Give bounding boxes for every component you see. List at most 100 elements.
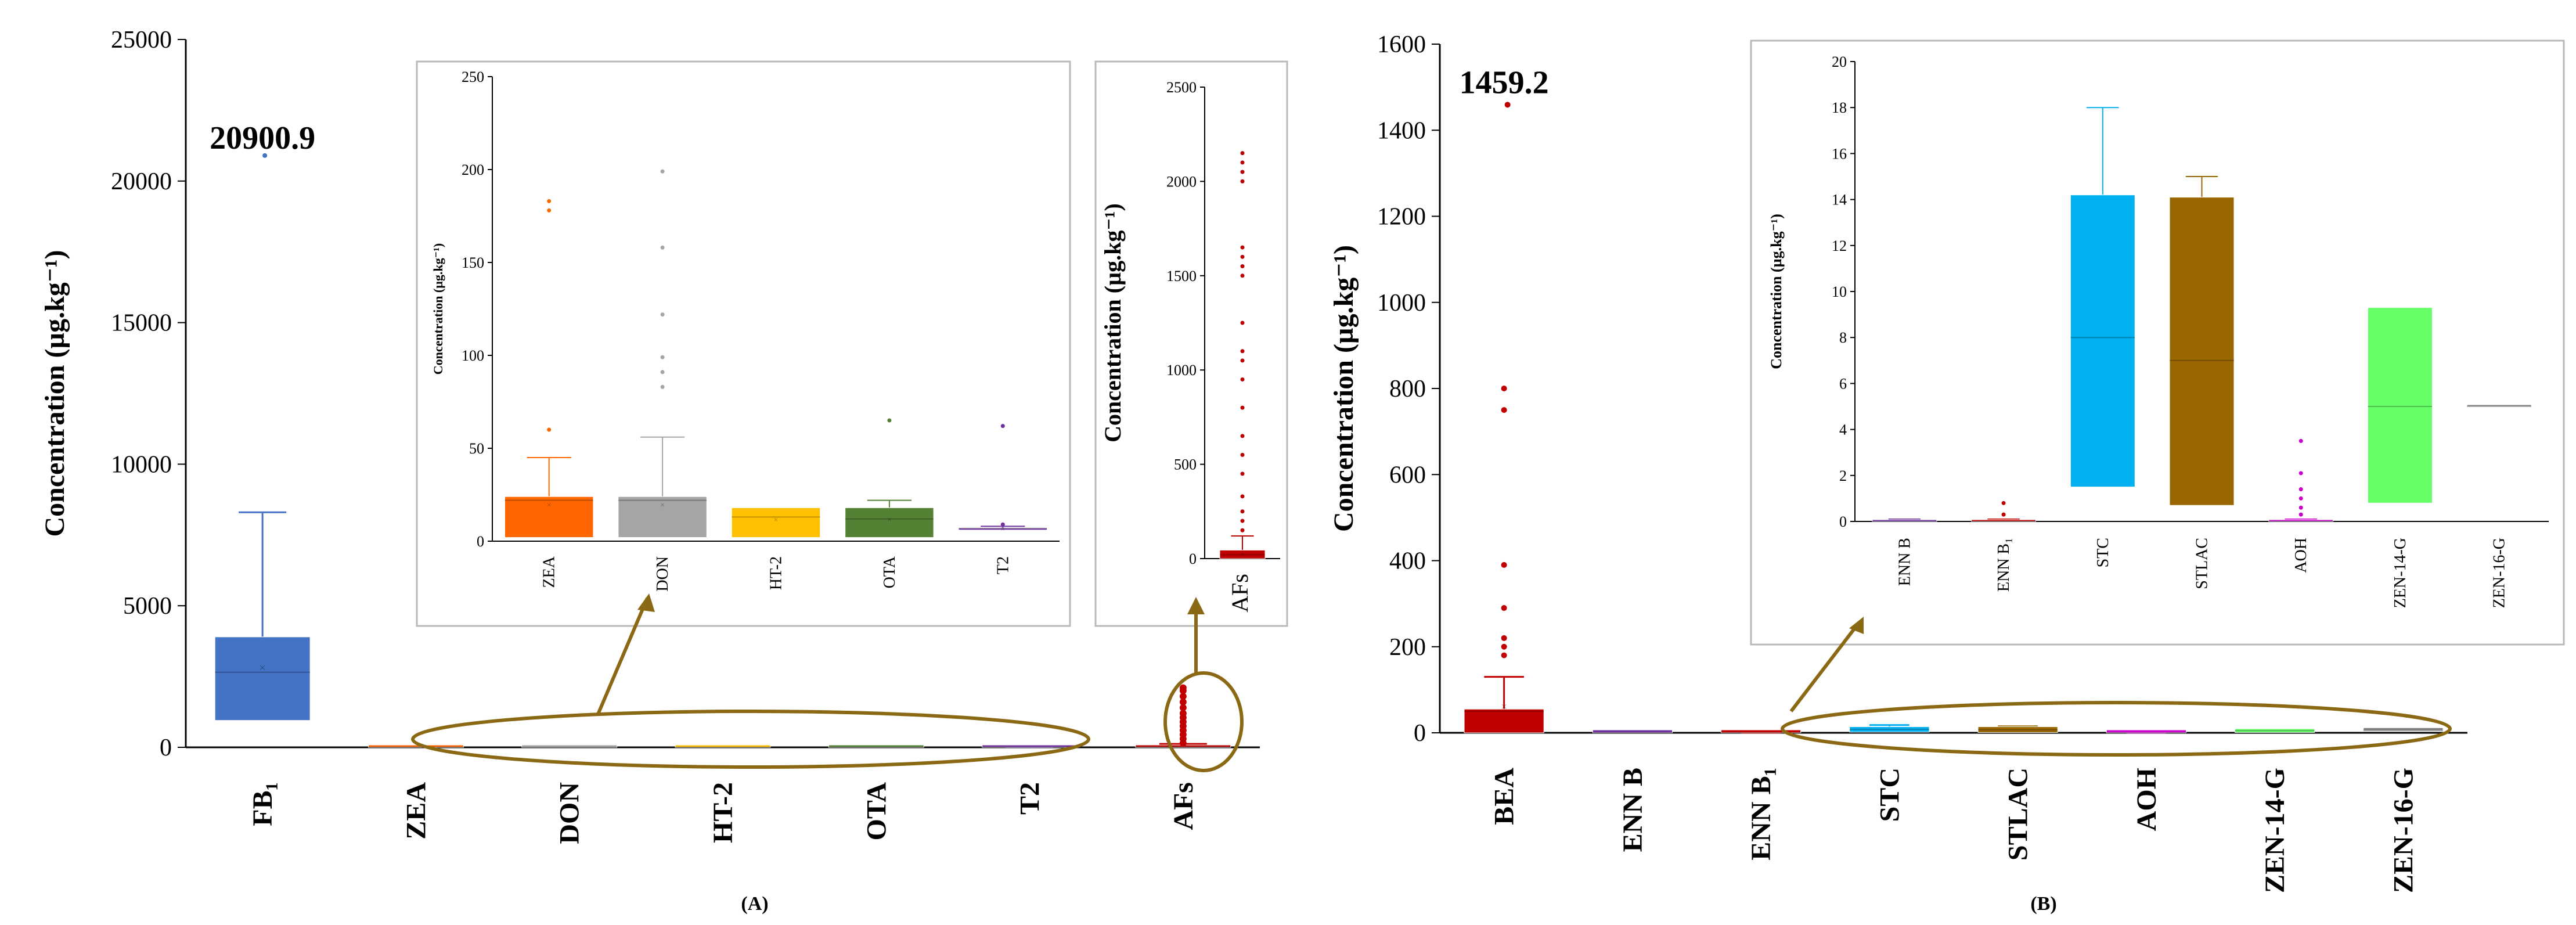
b-inset1-aoh-outlier (2298, 505, 2303, 510)
a-inset1-ht-2-category-label: HT-2 (768, 556, 786, 590)
b-inset1-aoh-outlier (2298, 496, 2303, 501)
a-inset1-ota-category-label: OTA (881, 556, 899, 588)
b-inset1-y-tick-label: 4 (1839, 422, 1847, 438)
b-inset1-y-tick-label: 2 (1839, 467, 1847, 484)
b-enn-b-box (1592, 729, 1673, 733)
b-panel-label: (B) (2030, 893, 2056, 915)
b-inset1-aoh-category-label: AOH (2292, 538, 2310, 573)
a-inset2-y-tick-label: 1500 (1166, 268, 1197, 285)
b-bea-mean-marker: × (1501, 701, 1507, 714)
a-inset2-afs-outlier (1240, 321, 1245, 325)
a-inset1-t2-box (958, 528, 1048, 531)
a-inset1-y-tick-label: 200 (462, 161, 484, 178)
b-zoom-arrow (1789, 623, 1860, 712)
a-inset1-don-outlier (660, 384, 665, 389)
b-bea-outlier (1501, 652, 1507, 658)
a-inset1-zea-outlier (547, 199, 552, 203)
a-inset2-afs-outlier (1240, 179, 1245, 183)
a-inset1-ota-mean-marker: × (887, 516, 892, 525)
b-inset1-y-tick-label: 12 (1832, 237, 1847, 254)
a-inset2-afs-outlier (1240, 170, 1245, 174)
b-zen-16-g-box (2363, 727, 2444, 731)
b-inset1-aoh-box (2268, 519, 2334, 522)
b-inset1-stlac-category-label: STLAC (2193, 538, 2211, 589)
a-inset1-y-tick-label: 250 (462, 69, 484, 85)
b-y-tick-label: 1400 (1377, 117, 1426, 144)
a-inset1-zea-outlier (547, 208, 552, 213)
a-panel-label: (A) (741, 893, 768, 915)
a-inset1-ota-box (845, 507, 934, 538)
a-inset1-zea-box (504, 496, 594, 538)
b-inset1-stlac-box (2169, 197, 2235, 506)
b-y-tick-label: 200 (1389, 634, 1426, 661)
b-inset1-y-tick-label: 6 (1839, 375, 1847, 392)
b-inset1-aoh-outlier (2298, 512, 2303, 517)
a-inset1-don-outlier (660, 245, 665, 250)
a-t2-category-label: T2 (1015, 782, 1046, 815)
b-enn-b-box (1721, 729, 1802, 733)
a-inset2-afs-outlier (1240, 494, 1245, 499)
zoom-annotations (411, 593, 2452, 772)
a-afs-outlier (1179, 710, 1187, 717)
a-inset1-don-category-label: DON (654, 556, 672, 592)
a-zoom-arrowhead (637, 593, 655, 612)
b-bea-outlier (1501, 562, 1507, 568)
b-y-tick-label: 1200 (1377, 204, 1426, 231)
a-y-tick-label: 10000 (111, 451, 172, 478)
b-inset1-zen-16-g-category-label: ZEN-16-G (2491, 538, 2509, 608)
b-zen-16-g-category-label: ZEN-16-G (2388, 768, 2419, 893)
a-inset1-don-outlier (660, 169, 665, 174)
a-y-tick-label: 5000 (123, 593, 172, 620)
a-fb-category-label: FB₁ (247, 782, 278, 826)
a-inset1-y-tick-label: 100 (462, 347, 484, 364)
a-inset2-afs-outlier (1240, 349, 1245, 354)
a-afs-zoom-arrowhead (1187, 597, 1205, 614)
panel-b: 02004006008001000120014001600Concentrati… (1328, 31, 2565, 915)
b-inset1-enn-b-box (1971, 519, 2037, 522)
a-don-box (521, 744, 618, 748)
a-inset1-y-axis-label: Concentration (µg.kg⁻¹) (431, 243, 445, 375)
b-inset1-enn-b-outlier (2001, 512, 2006, 517)
a-inset2-afs-outlier (1240, 273, 1245, 278)
a-zea-category-label: ZEA (401, 782, 431, 840)
a-y-tick-label: 0 (160, 735, 172, 761)
a-inset1-zea-mean-marker: × (547, 501, 552, 510)
a-y-tick-label: 25000 (111, 27, 172, 53)
a-inset1-t2-outlier (1000, 522, 1005, 527)
b-peak-annotation: 1459.2 (1460, 64, 1549, 100)
a-don-category-label: DON (554, 782, 585, 844)
a-afs-zoom-ellipse (1163, 671, 1244, 772)
a-fb-box (214, 636, 311, 721)
a-inset1-don-outlier (660, 370, 665, 375)
b-y-tick-label: 600 (1389, 462, 1426, 488)
a-inset2-afs-outlier (1240, 245, 1245, 250)
a-inset2-afs-outlier (1240, 472, 1245, 476)
b-zen-14-g-box (2235, 728, 2315, 733)
b-bea-outlier (1501, 386, 1507, 391)
a-afs-outlier (1179, 698, 1187, 706)
b-y-tick-label: 400 (1389, 548, 1426, 575)
a-inset2-afs-outlier (1240, 358, 1245, 363)
b-inset1-stc-category-label: STC (2094, 538, 2112, 567)
b-y-tick-label: 0 (1414, 720, 1426, 747)
b-zen-14-g-category-label: ZEN-14-G (2260, 768, 2290, 893)
a-inset2-afs-mean-marker: × (1240, 550, 1245, 559)
a-inset2-afs-outlier (1240, 405, 1245, 410)
a-ht-2-category-label: HT-2 (708, 782, 738, 843)
a-zea-box (368, 744, 464, 748)
b-inset1-aoh-outlier (2298, 471, 2303, 476)
b-peak-point (1504, 102, 1511, 108)
b-inset1-y-tick-label: 14 (1832, 192, 1847, 208)
a-ota-box (828, 744, 924, 748)
b-bea-outlier (1501, 605, 1507, 611)
a-inset2-afs-outlier (1240, 264, 1245, 269)
b-inset1-zen-14-g-box (2367, 307, 2433, 503)
a-inset2-afs-box (1219, 549, 1266, 559)
a-inset2-afs-outlier (1240, 528, 1245, 532)
b-bea-outlier (1501, 643, 1507, 650)
a-inset1-don-outlier (660, 312, 665, 317)
a-y-tick-label: 20000 (111, 168, 172, 195)
b-bea-outlier (1501, 407, 1507, 413)
b-inset1-y-tick-label: 20 (1832, 53, 1847, 70)
